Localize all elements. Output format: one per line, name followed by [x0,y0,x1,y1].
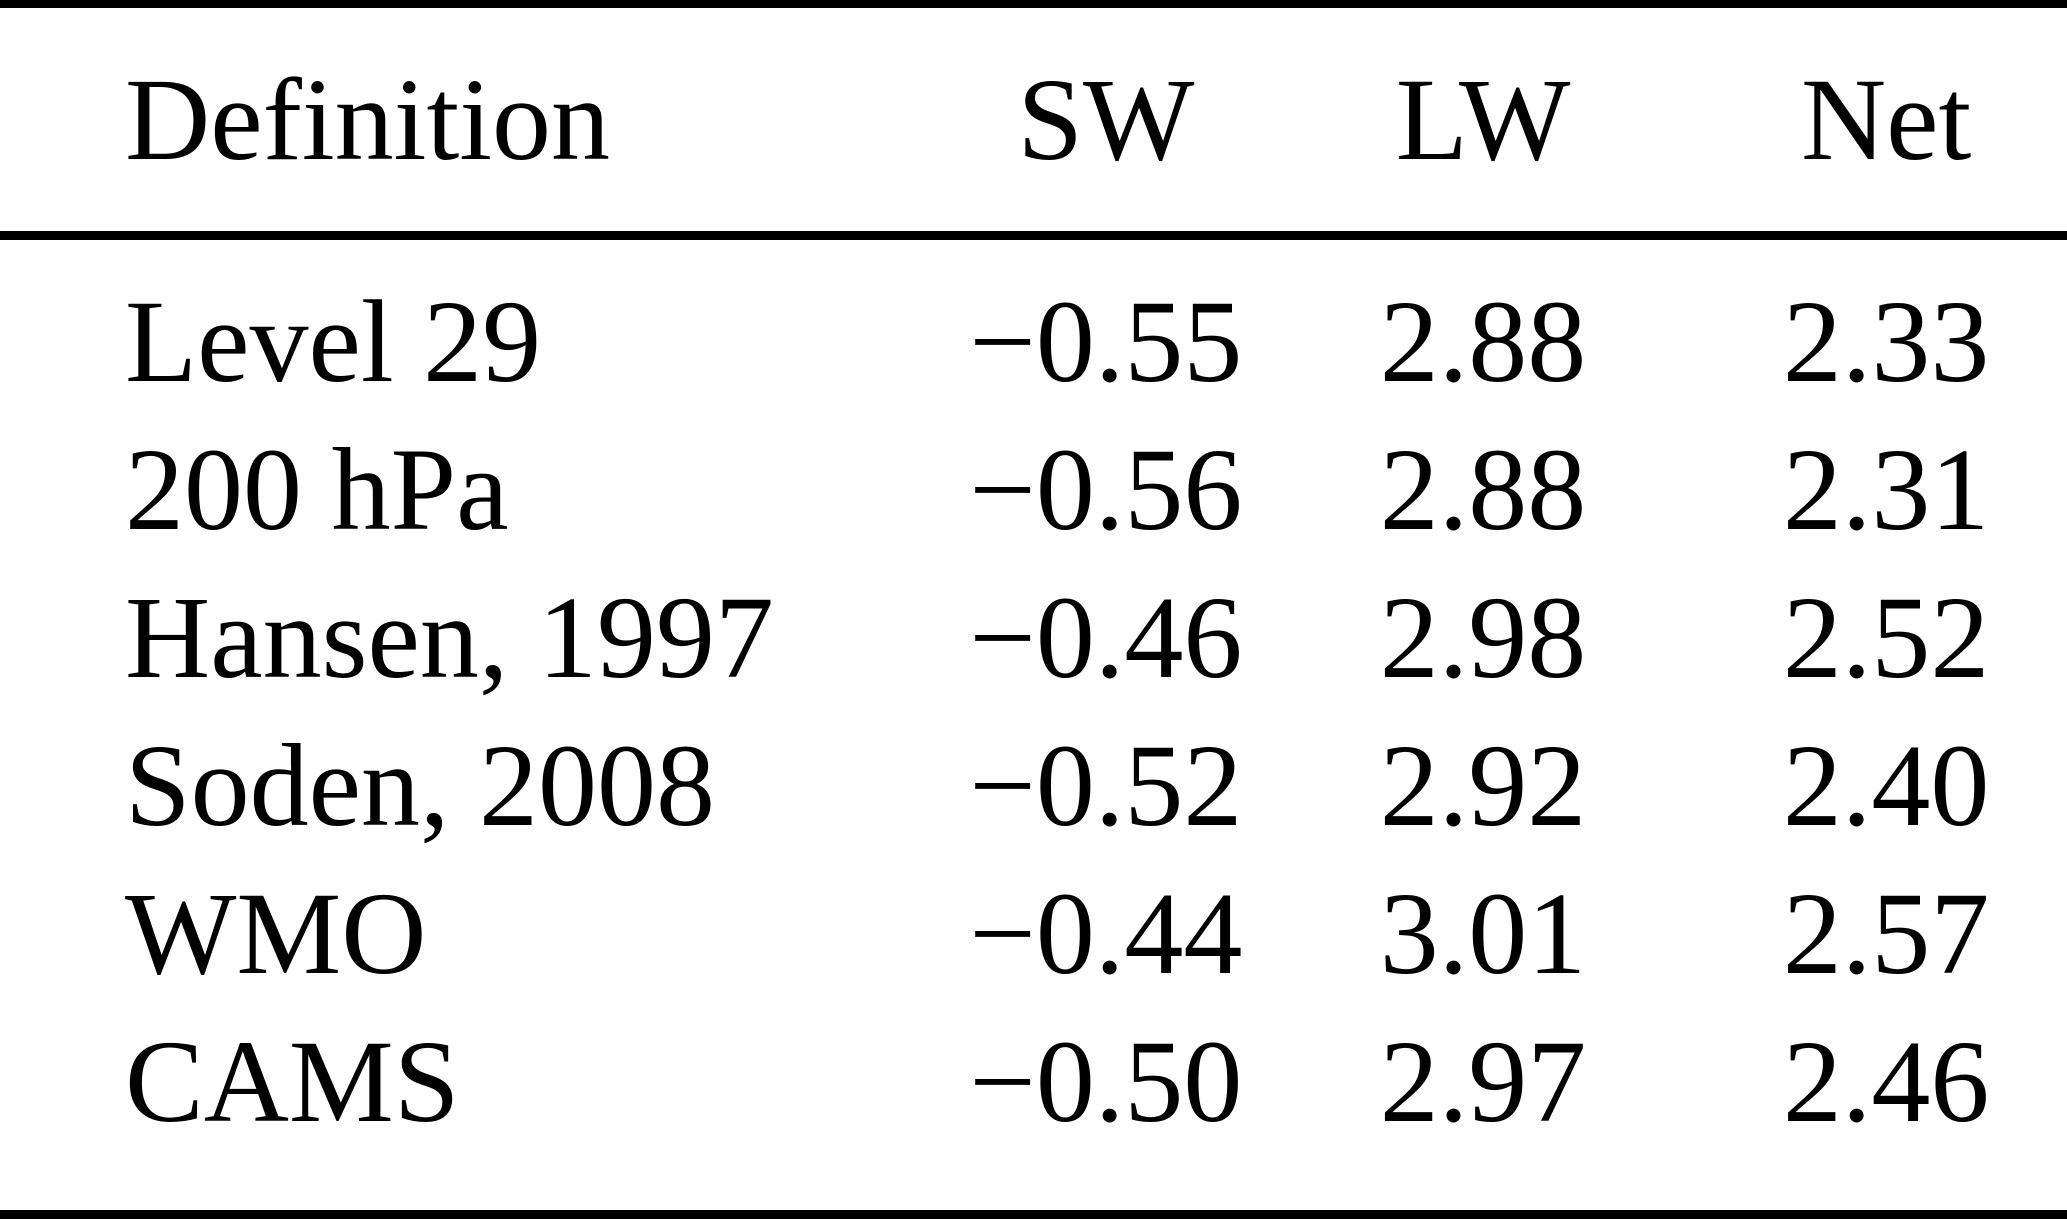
cell-sw: −0.52 [969,720,1243,851]
cell-net: 2.46 [1782,1016,1990,1147]
cell-sw: −0.46 [969,572,1243,703]
cell-sw: −0.44 [969,868,1243,999]
cell-net: 2.31 [1782,424,1990,555]
table-row: 200 hPa −0.56 2.88 2.31 [0,416,2067,564]
cell-sw: −0.55 [969,276,1243,407]
table-row: Hansen, 1997 −0.46 2.98 2.52 [0,564,2067,712]
cell-lw: 2.92 [1379,720,1587,851]
cell-lw: 3.01 [1379,868,1587,999]
table-row: WMO −0.44 3.01 2.57 [0,860,2067,1008]
header-row: Definition SW LW Net [0,8,2067,240]
cell-sw: −0.56 [969,424,1243,555]
cell-net: 2.33 [1782,276,1990,407]
cell-definition: CAMS [125,1016,460,1147]
col-header-net: Net [1705,8,2067,240]
col-header-sw: SW [950,8,1261,240]
cell-lw: 2.98 [1379,572,1587,703]
cell-definition: Hansen, 1997 [125,572,774,703]
cell-definition: WMO [125,868,427,999]
cell-definition: 200 hPa [125,424,509,555]
col-header-definition: Definition [0,8,951,240]
cell-net: 2.40 [1782,720,1990,851]
cell-sw: −0.50 [969,1016,1243,1147]
cell-definition: Level 29 [125,276,542,407]
cell-net: 2.52 [1782,572,1990,703]
data-table: Definition SW LW Net Level 29 −0.55 2.88… [0,8,2067,1156]
cell-definition: Soden, 2008 [125,720,715,851]
cell-lw: 2.88 [1379,276,1587,407]
cell-net: 2.57 [1782,868,1990,999]
table-row: Soden, 2008 −0.52 2.92 2.40 [0,712,2067,860]
table-row: Level 29 −0.55 2.88 2.33 [0,236,2067,417]
col-header-lw: LW [1260,8,1706,240]
table-row: CAMS −0.50 2.97 2.46 [0,1008,2067,1156]
cell-lw: 2.88 [1379,424,1587,555]
cell-lw: 2.97 [1379,1016,1587,1147]
